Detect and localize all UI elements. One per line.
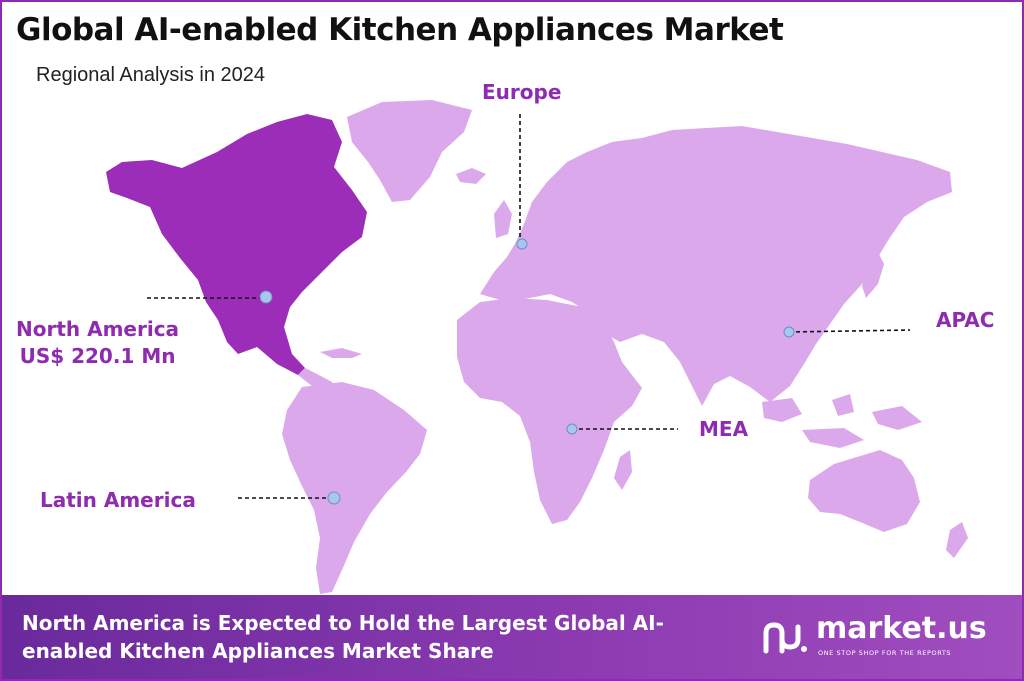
logo-tagline: ONE STOP SHOP FOR THE REPORTS xyxy=(818,649,952,657)
footer-text: North America is Expected to Hold the La… xyxy=(22,611,664,663)
southeast-asia-islands-shape xyxy=(762,394,922,448)
caribbean-shape xyxy=(320,348,362,358)
latin-america-marker xyxy=(327,491,341,505)
madagascar-shape xyxy=(614,450,632,490)
mea-marker xyxy=(566,423,578,435)
apac-leader-line xyxy=(788,329,911,333)
latin-america-label: Latin America xyxy=(40,488,196,512)
page-title: Global AI-enabled Kitchen Appliances Mar… xyxy=(16,12,784,48)
europe-marker xyxy=(516,238,528,250)
apac-label: APAC xyxy=(936,308,995,332)
north-america-shape xyxy=(106,114,367,375)
north-america-label: North America US$ 220.1 Mn xyxy=(16,316,179,370)
apac-marker xyxy=(783,326,795,338)
eurasia-shape xyxy=(480,126,952,406)
africa-shape xyxy=(457,298,642,524)
japan-shape xyxy=(862,252,884,298)
page-subtitle: Regional Analysis in 2024 xyxy=(36,64,266,86)
australia-shape xyxy=(808,450,920,532)
north-america-marker xyxy=(259,290,273,304)
iceland-shape xyxy=(456,168,486,184)
greenland-shape xyxy=(347,100,472,202)
british-isles-shape xyxy=(494,200,512,238)
market-us-logo: market.us ONE STOP SHOP FOR THE REPORTS xyxy=(762,611,1002,661)
mea-label: MEA xyxy=(699,417,749,441)
europe-label: Europe xyxy=(482,80,562,104)
south-america-shape xyxy=(282,382,427,594)
north-america-name: North America xyxy=(16,317,180,341)
north-america-value: US$ 220.1 Mn xyxy=(19,344,176,368)
market-us-logo-icon xyxy=(763,622,807,654)
logo-name: market.us xyxy=(816,611,987,646)
new-zealand-shape xyxy=(946,522,968,558)
footer-banner: North America is Expected to Hold the La… xyxy=(2,595,1022,679)
